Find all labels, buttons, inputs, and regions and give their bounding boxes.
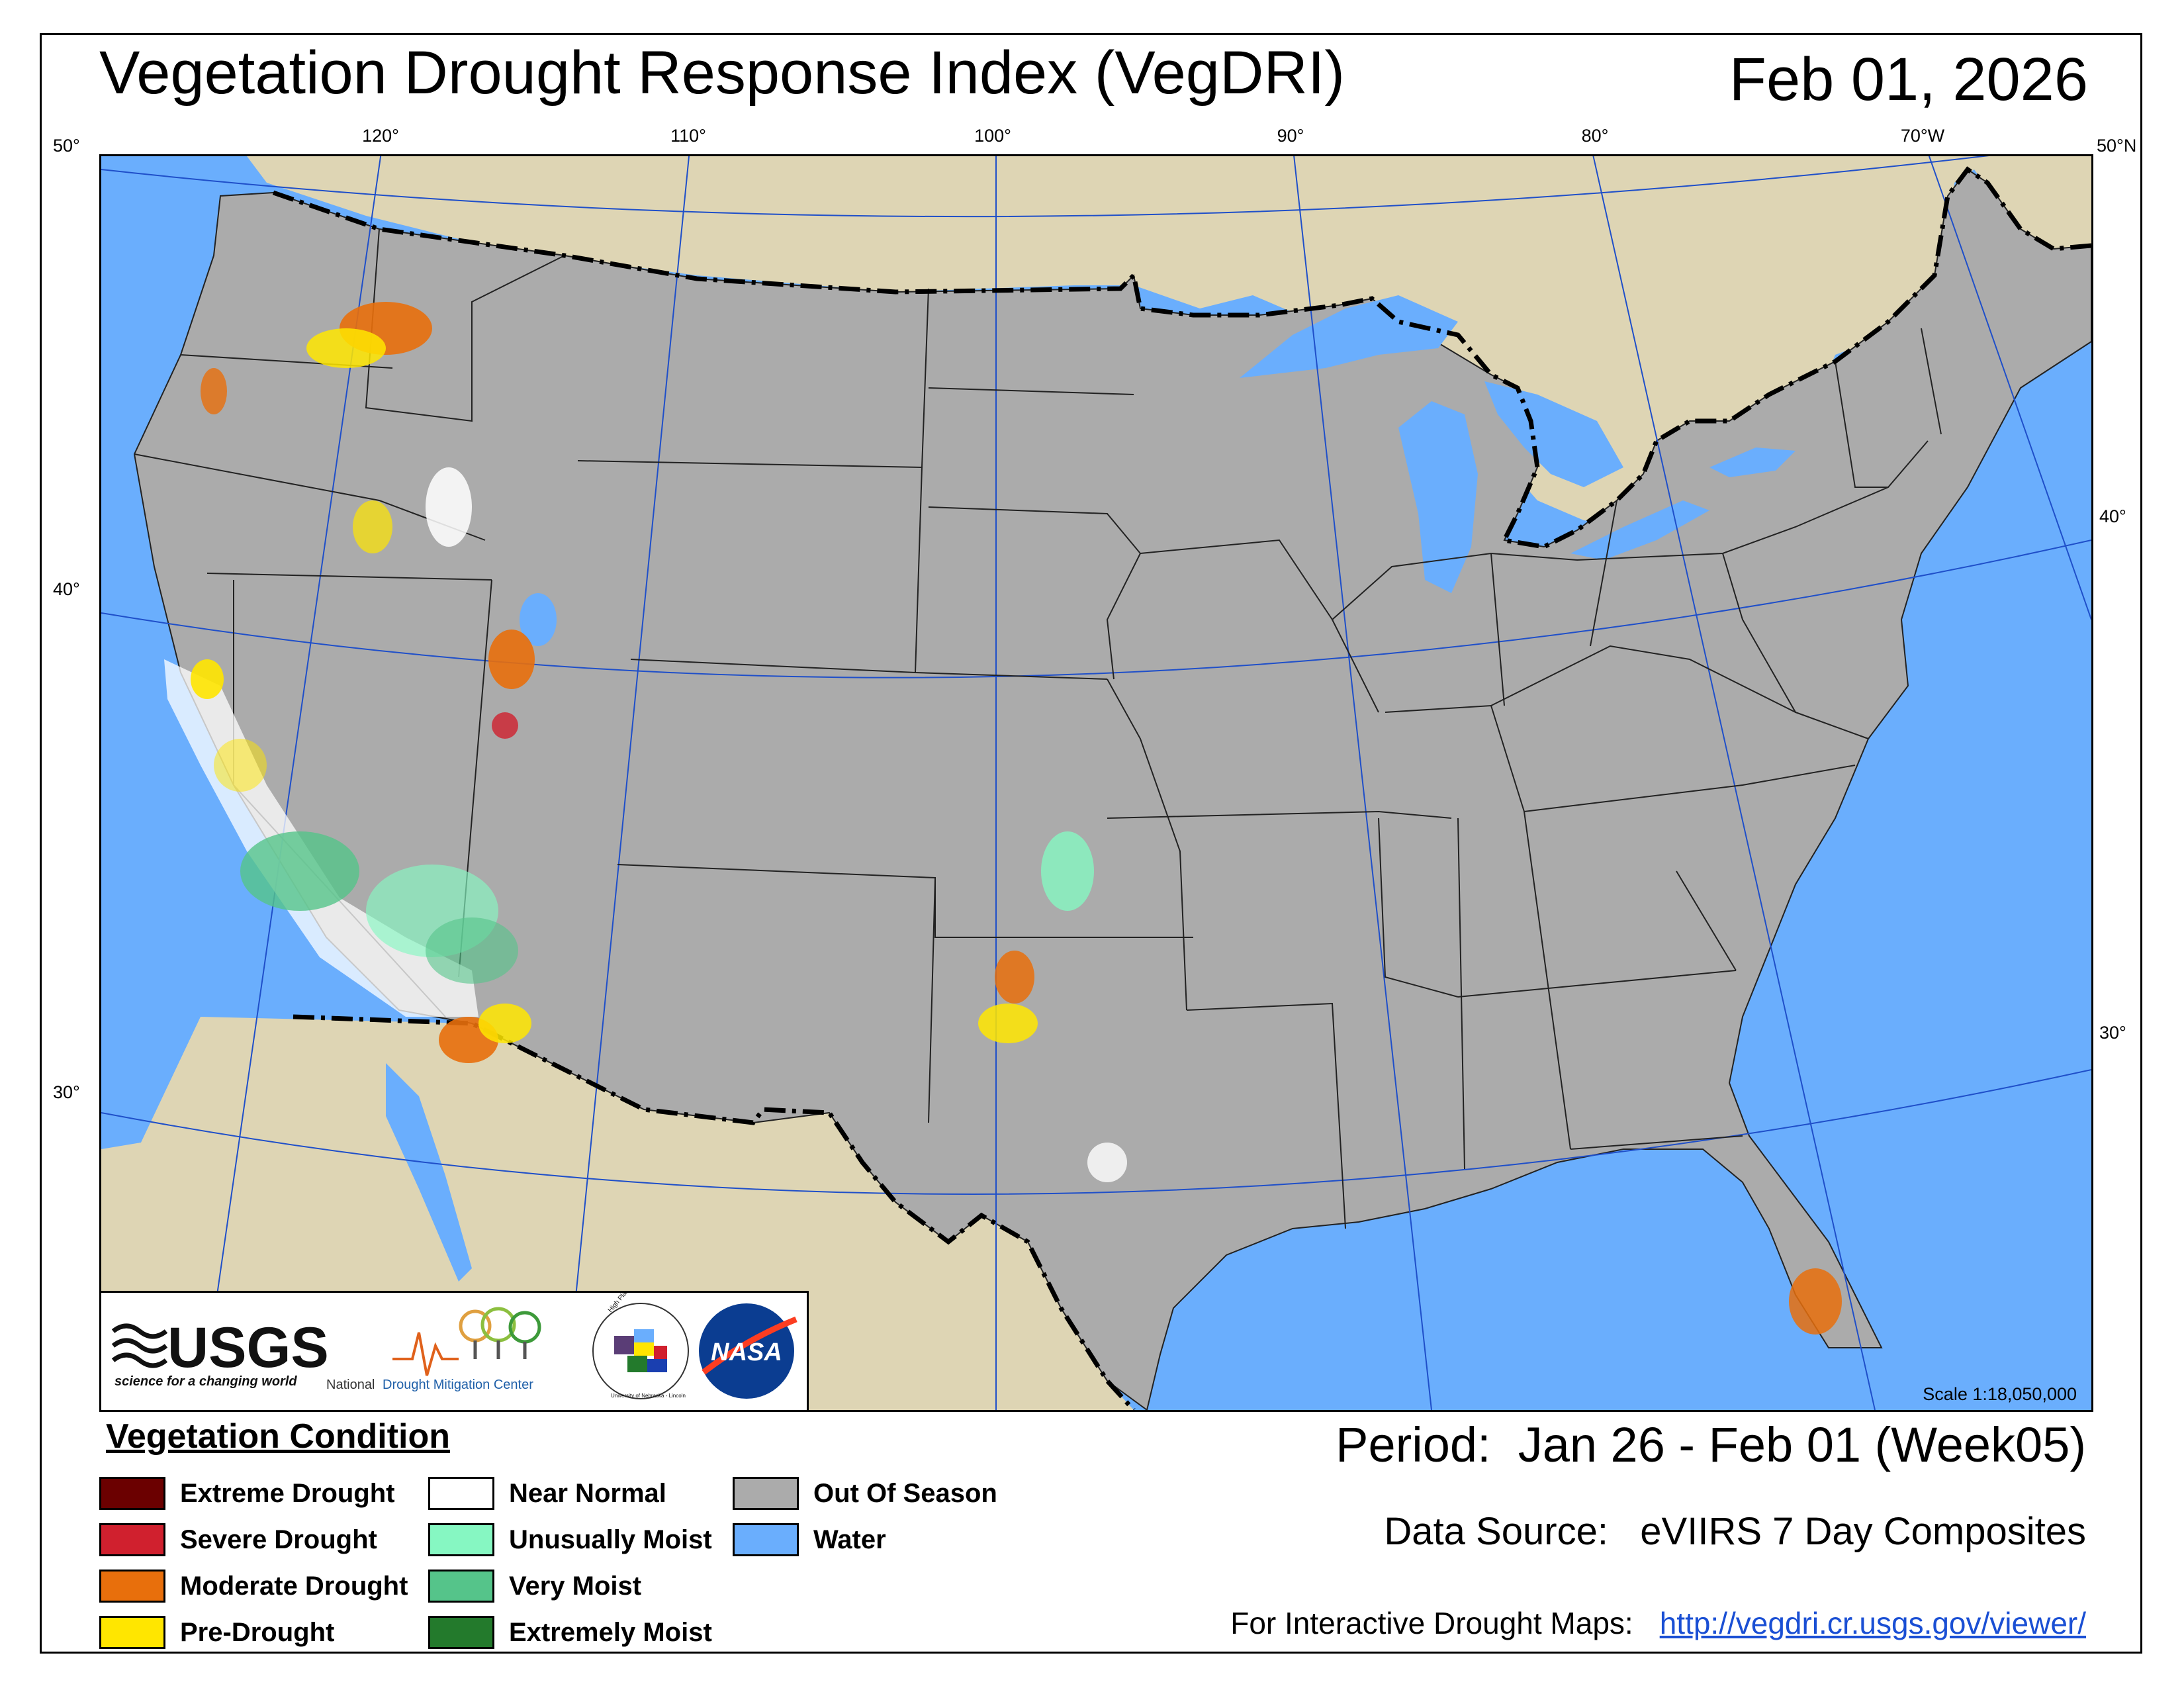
legend-swatch (99, 1616, 165, 1649)
usgs-tagline: science for a changing world (114, 1374, 297, 1389)
data-source-value: eVIIRS 7 Day Composites (1640, 1510, 2086, 1553)
usgs-wordmark: USGS (167, 1316, 329, 1380)
lake-erie (1570, 500, 1709, 560)
period-label: Period: (1336, 1417, 1491, 1472)
state-borders (134, 228, 1942, 1229)
lat-label-left-30: 30° (53, 1082, 80, 1102)
lon-label-70w: 70°W (1900, 126, 1945, 146)
lat-label-right-50n: 50°N (2097, 136, 2137, 156)
lake-ontario (1709, 447, 1796, 477)
map-canvas (101, 156, 2091, 1410)
ndmc-trees-icon (459, 1307, 541, 1359)
logos-panel: USGS science for a changing world Nation… (99, 1227, 809, 1412)
interactive-maps-link[interactable]: http://vegdri.cr.usgs.gov/viewer/ (1659, 1606, 2086, 1640)
great-salt-lake (520, 593, 557, 646)
legend-label: Extreme Drought (180, 1478, 395, 1508)
lake-michigan (1398, 401, 1478, 593)
conus-land (133, 168, 2091, 1410)
gulf-of-california (386, 1063, 472, 1282)
data-source-label: Data Source: (1384, 1510, 1608, 1553)
legend-label: Unusually Moist (509, 1524, 712, 1554)
great-lakes (1240, 295, 1796, 593)
legend-swatch (428, 1477, 494, 1510)
usgs-logo: USGS science for a changing world (111, 1316, 329, 1389)
period-text: Period: Jan 26 - Feb 01 (Week05) (1336, 1417, 2086, 1473)
lat-label-left-40: 40° (53, 579, 80, 599)
nasa-logo: NASA (699, 1303, 797, 1399)
lon-label-90: 90° (1277, 126, 1304, 146)
legend-item-out-of-season: Out Of Season (733, 1475, 997, 1512)
lat-label-right-40: 40° (2099, 506, 2126, 526)
legend-swatch (99, 1570, 165, 1603)
legend-item-pre-drought: Pre-Drought (99, 1614, 334, 1651)
legend-label: Moderate Drought (180, 1571, 408, 1601)
lon-label-110: 110° (670, 126, 706, 146)
legend-label: Out Of Season (813, 1478, 997, 1508)
lon-label-120: 120° (362, 126, 399, 146)
lake-superior (1240, 295, 1458, 378)
legend-swatch (99, 1477, 165, 1510)
period-value: Jan 26 - Feb 01 (Week05) (1518, 1417, 2086, 1472)
drought-map: Scale 1:18,050,000 (99, 154, 2093, 1412)
lon-label-100: 100° (974, 126, 1011, 146)
international-border (272, 166, 2091, 1410)
logos-canvas: USGS science for a changing world Nation… (111, 1227, 797, 1399)
page-frame (40, 33, 2142, 1654)
interactive-maps-label: For Interactive Drought Maps: (1230, 1606, 1633, 1640)
legend-label: Near Normal (509, 1478, 666, 1508)
legend-item-severe-drought: Severe Drought (99, 1521, 377, 1558)
lat-label-right-30: 30° (2099, 1023, 2126, 1043)
interactive-maps-text: For Interactive Drought Maps: http://vegd… (1230, 1605, 2086, 1641)
legend-item-extremely-moist: Extremely Moist (428, 1614, 712, 1651)
data-source-text: Data Source: eVIIRS 7 Day Composites (1384, 1509, 2086, 1554)
legend-swatch (733, 1477, 799, 1510)
legend-item-near-normal: Near Normal (428, 1475, 666, 1512)
legend-swatch (428, 1570, 494, 1603)
legend-label: Water (813, 1524, 886, 1554)
legend-item-moderate-drought: Moderate Drought (99, 1568, 408, 1605)
legend-swatch (428, 1616, 494, 1649)
lake-huron (1484, 381, 1623, 487)
ndmc-text-1: National (326, 1378, 375, 1392)
ndmc-pulse-icon (392, 1332, 459, 1376)
hprcc-ring-text-bottom: University of Nebraska - Lincoln (611, 1393, 686, 1399)
legend-title: Vegetation Condition (106, 1417, 450, 1456)
ndmc-logo: National Drought Mitigation Center (326, 1307, 541, 1392)
map-date: Feb 01, 2026 (1729, 46, 2088, 113)
vegdri-patches (164, 302, 1842, 1335)
legend-item-unusually-moist: Unusually Moist (428, 1521, 712, 1558)
legend-item-water: Water (733, 1521, 886, 1558)
ndmc-text-2: Drought Mitigation Center (383, 1378, 533, 1392)
legend-label: Severe Drought (180, 1524, 377, 1554)
lat-label-left-50: 50° (53, 136, 80, 156)
map-title: Vegetation Drought Response Index (VegDR… (99, 39, 1345, 107)
legend-swatch (428, 1523, 494, 1556)
nasa-wordmark: NASA (711, 1338, 782, 1366)
legend-item-very-moist: Very Moist (428, 1568, 641, 1605)
legend-swatch (733, 1523, 799, 1556)
legend-label: Very Moist (509, 1571, 642, 1601)
lon-label-80: 80° (1581, 126, 1609, 146)
legend-swatch (99, 1523, 165, 1556)
legend-label: Pre-Drought (180, 1617, 335, 1647)
map-scale: Scale 1:18,050,000 (1923, 1384, 2077, 1404)
legend-item-extreme-drought: Extreme Drought (99, 1475, 395, 1512)
hprcc-logo: High Plains Regional Climate Center Univ… (592, 1227, 689, 1399)
graticule-lines (101, 156, 2091, 1410)
legend-label: Extremely Moist (509, 1617, 712, 1647)
